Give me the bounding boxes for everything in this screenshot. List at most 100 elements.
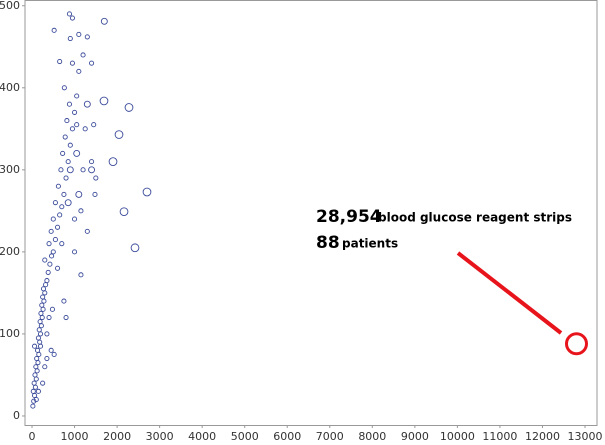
- bubble: [40, 380, 46, 386]
- bubble: [48, 228, 54, 234]
- bubble: [60, 150, 66, 156]
- bubble: [34, 347, 41, 353]
- bubble: [32, 343, 38, 349]
- bubble: [33, 397, 39, 403]
- bubble: [32, 372, 38, 378]
- bubble: [54, 265, 61, 271]
- bubble: [78, 272, 84, 278]
- bubble: [119, 207, 129, 217]
- bubble: [58, 167, 64, 173]
- bubble: [48, 347, 54, 353]
- bubble: [40, 306, 46, 312]
- bubble: [76, 31, 82, 38]
- bubble: [42, 290, 48, 296]
- bubble: [99, 96, 109, 106]
- bubble: [66, 11, 73, 17]
- bubble: [65, 159, 71, 165]
- bubble: [74, 122, 80, 128]
- bubble: [89, 159, 95, 165]
- annotation-number: 88: [316, 233, 340, 253]
- y-tick-label: 200: [0, 245, 20, 258]
- bubble: [35, 388, 41, 394]
- x-tick-label: 8000: [358, 430, 386, 443]
- x-tick-label: 11000: [482, 430, 517, 443]
- bubble: [61, 85, 67, 91]
- bubble: [40, 286, 47, 292]
- bubble: [93, 175, 99, 181]
- bubble: [38, 310, 44, 316]
- bubble: [63, 175, 69, 181]
- bubble: [35, 360, 41, 366]
- annotation-text: blood glucose reagent strips: [378, 211, 572, 225]
- bubble: [67, 142, 73, 148]
- bubble: [142, 187, 152, 197]
- bubble: [83, 100, 91, 108]
- bubble: [80, 52, 86, 58]
- annotation-number: 28,954: [316, 207, 382, 227]
- x-tick-label: 5000: [231, 430, 259, 443]
- bubble: [34, 368, 40, 374]
- x-tick-label: 7000: [316, 430, 344, 443]
- bubble: [72, 249, 78, 255]
- x-tick-label: 13000: [568, 430, 603, 443]
- bubble: [74, 93, 80, 99]
- bubble: [64, 118, 70, 124]
- bubble: [55, 183, 61, 189]
- bubble: [124, 103, 134, 112]
- bubble: [80, 167, 86, 173]
- bubble: [61, 191, 67, 197]
- bubble: [88, 166, 96, 174]
- y-tick-label: 100: [0, 327, 20, 340]
- bubble: [51, 351, 57, 357]
- bubble: [130, 243, 140, 253]
- x-tick-label: 12000: [525, 430, 560, 443]
- bubble: [42, 364, 48, 370]
- bubble: [84, 228, 90, 234]
- x-tick-label: 4000: [188, 430, 216, 443]
- bubble: [69, 15, 75, 21]
- bubble: [44, 355, 50, 362]
- bubble: [36, 351, 42, 357]
- bubble: [39, 314, 45, 321]
- bubble: [92, 191, 98, 197]
- bubble: [52, 200, 58, 206]
- bubble: [43, 282, 49, 288]
- bubble: [37, 343, 44, 349]
- bubble: [64, 199, 72, 207]
- bubble: [59, 241, 65, 247]
- bubble: [73, 149, 81, 157]
- bubble: [100, 17, 108, 25]
- bubble: [50, 249, 56, 255]
- bubble: [32, 392, 38, 399]
- bubble: [45, 269, 51, 275]
- bubble: [44, 278, 50, 284]
- bubble: [51, 27, 57, 33]
- x-tick-label: 9000: [401, 430, 429, 443]
- bubble: [38, 323, 44, 329]
- bubble: [30, 388, 36, 394]
- annotation-text: patients: [342, 237, 398, 251]
- bubble: [69, 126, 75, 132]
- bubble: [44, 331, 50, 337]
- bubble: [31, 380, 37, 386]
- bubble: [47, 261, 53, 267]
- bubble: [84, 34, 90, 40]
- y-tick-label: 0: [13, 409, 20, 422]
- bubble: [40, 294, 46, 300]
- bubble: [34, 355, 40, 362]
- y-tick-label: 500: [0, 0, 20, 12]
- bubble: [59, 204, 65, 210]
- bubble: [108, 157, 118, 166]
- bubble: [52, 237, 58, 243]
- bubble: [89, 60, 95, 66]
- bubble: [61, 298, 67, 304]
- bubble: [35, 335, 41, 341]
- bubble: [63, 314, 69, 321]
- annotation-arrow: [456, 251, 563, 335]
- bubble: [91, 122, 97, 128]
- bubble: [49, 253, 55, 259]
- x-tick-label: 10000: [440, 430, 475, 443]
- bubble: [69, 60, 75, 66]
